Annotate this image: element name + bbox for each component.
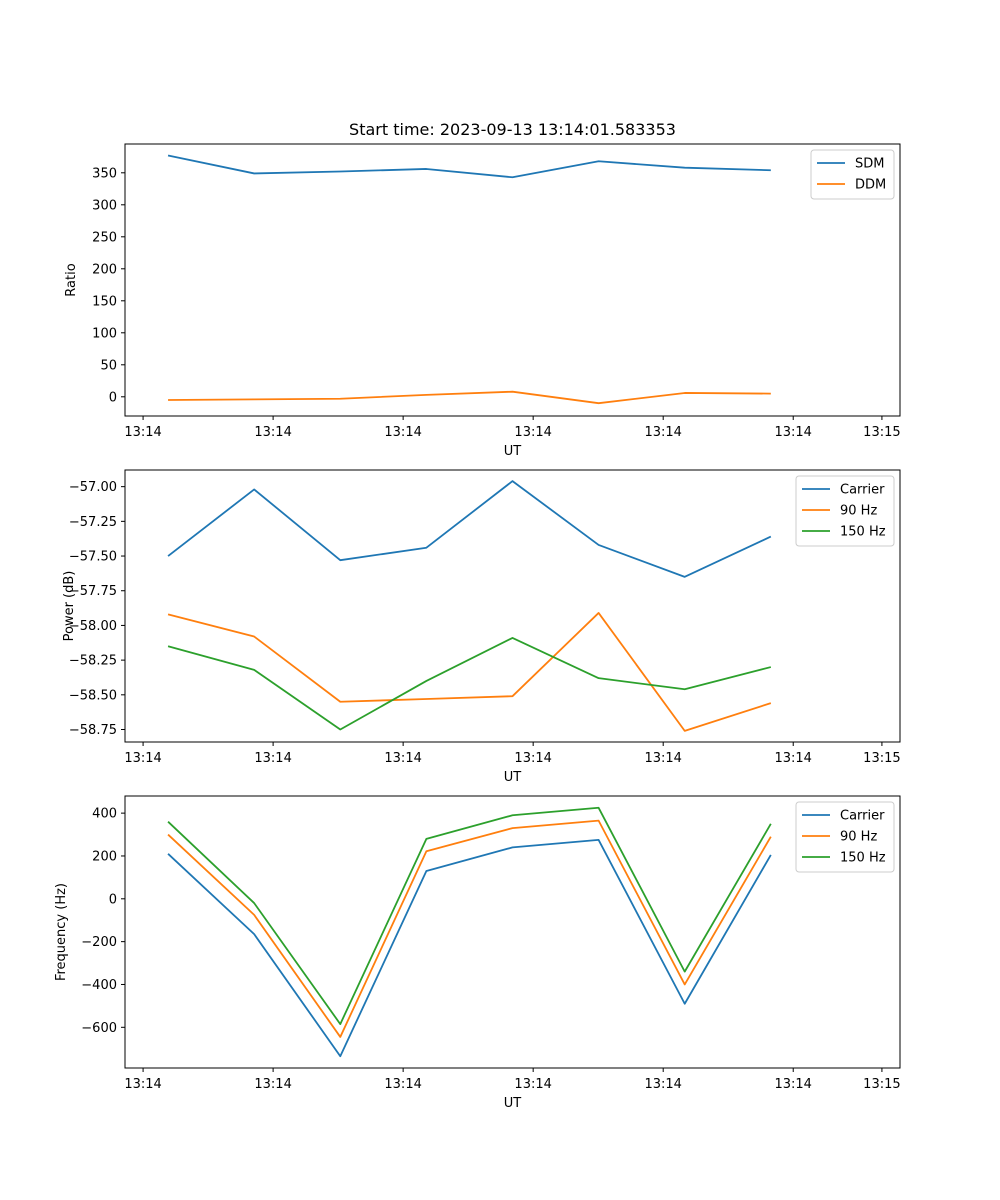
x-tick-label: 13:14	[124, 751, 161, 766]
y-tick-label: −57.00	[69, 480, 117, 495]
y-tick-label: −58.50	[69, 688, 117, 703]
y-tick-label: 0	[109, 390, 117, 405]
legend-label: DDM	[855, 178, 886, 193]
x-tick-label: 13:14	[254, 1077, 291, 1092]
series-line-150-hz	[167, 806, 772, 1025]
figure-title: Start time: 2023-09-13 13:14:01.583353	[349, 120, 676, 139]
x-tick-label: 13:14	[124, 1077, 161, 1092]
series-line-150-hz	[167, 637, 772, 731]
x-tick-label: 13:14	[384, 1077, 421, 1092]
legend-label: Carrier	[840, 483, 885, 498]
legend: Carrier 90 Hz 150 Hz	[795, 801, 895, 873]
y-axis-label: Power (dB)	[62, 571, 77, 642]
x-axis-label: UT	[504, 770, 522, 785]
y-tick-label: −58.00	[69, 619, 117, 634]
legend-label: 90 Hz	[840, 830, 877, 845]
y-tick-label: 200	[92, 849, 117, 864]
y-tick-label: 0	[109, 892, 117, 907]
x-tick-label: 13:14	[644, 425, 681, 440]
series-line-carrier	[167, 839, 772, 1058]
x-tick-label: 13:14	[384, 751, 421, 766]
x-tick-label: 13:14	[774, 425, 811, 440]
axes-frame	[124, 469, 901, 743]
subplot-3: 13:14 13:14 13:14 13:14 13:14 13:14 13:15 400 20…	[54, 795, 901, 1111]
x-tick-label: 13:15	[863, 425, 900, 440]
y-axis-label: Ratio	[64, 263, 79, 296]
axes-frame	[124, 143, 901, 417]
legend-label: SDM	[855, 157, 884, 172]
x-tick-label: 13:14	[124, 425, 161, 440]
series-line-ddm	[168, 390, 771, 405]
x-tick-label: 13:14	[514, 1077, 551, 1092]
y-tick-label: 250	[92, 230, 117, 245]
y-tick-label: −57.75	[69, 584, 117, 599]
legend-box	[795, 475, 895, 547]
x-tick-label: 13:14	[774, 751, 811, 766]
y-tick-label: 300	[92, 198, 117, 213]
x-tick-label: 13:15	[863, 1077, 900, 1092]
legend-label: 150 Hz	[840, 851, 886, 866]
x-tick-label: 13:15	[863, 751, 900, 766]
legend-label: 150 Hz	[840, 525, 886, 540]
legend: SDM DDM	[810, 149, 895, 200]
x-tick-label: 13:14	[384, 425, 421, 440]
subplot-2: 13:14 13:14 13:14 13:14 13:14 13:14 13:15 −57.0…	[62, 469, 901, 785]
y-axis-label: Frequency (Hz)	[54, 883, 69, 981]
x-tick-label: 13:14	[644, 751, 681, 766]
y-tick-label: −58.25	[69, 654, 117, 669]
x-axis-label: UT	[504, 444, 522, 459]
legend-label: 90 Hz	[840, 504, 877, 519]
x-tick-label: 13:14	[514, 751, 551, 766]
y-tick-label: −400	[81, 978, 117, 993]
series-line-90-hz	[167, 819, 772, 1038]
y-tick-label: 150	[92, 294, 117, 309]
axes-frame	[124, 795, 901, 1069]
y-tick-label: 400	[92, 807, 117, 822]
x-tick-label: 13:14	[254, 425, 291, 440]
x-tick-label: 13:14	[514, 425, 551, 440]
subplots: 13:14 13:14 13:14 13:14 13:14 13:14 13:15 0 50 10…	[54, 143, 901, 1111]
series-line-carrier	[167, 480, 772, 578]
y-tick-label: −57.25	[69, 515, 117, 530]
y-tick-label: 50	[100, 358, 117, 373]
y-tick-label: 200	[92, 262, 117, 277]
x-tick-label: 13:14	[774, 1077, 811, 1092]
legend: Carrier 90 Hz 150 Hz	[795, 475, 895, 547]
x-axis-label: UT	[504, 1096, 522, 1111]
y-tick-label: 350	[92, 166, 117, 181]
y-tick-label: 100	[92, 326, 117, 341]
y-tick-label: −200	[81, 935, 117, 950]
y-tick-label: −58.75	[69, 723, 117, 738]
series-line-90-hz	[167, 612, 772, 732]
x-tick-label: 13:14	[644, 1077, 681, 1092]
legend-label: Carrier	[840, 809, 885, 824]
x-tick-label: 13:14	[254, 751, 291, 766]
series-line-sdm	[167, 154, 771, 179]
legend-box	[795, 801, 895, 873]
y-tick-label: −600	[81, 1021, 117, 1036]
subplot-1: 13:14 13:14 13:14 13:14 13:14 13:14 13:15 0 50 10…	[64, 143, 901, 459]
y-tick-label: −57.50	[69, 550, 117, 565]
